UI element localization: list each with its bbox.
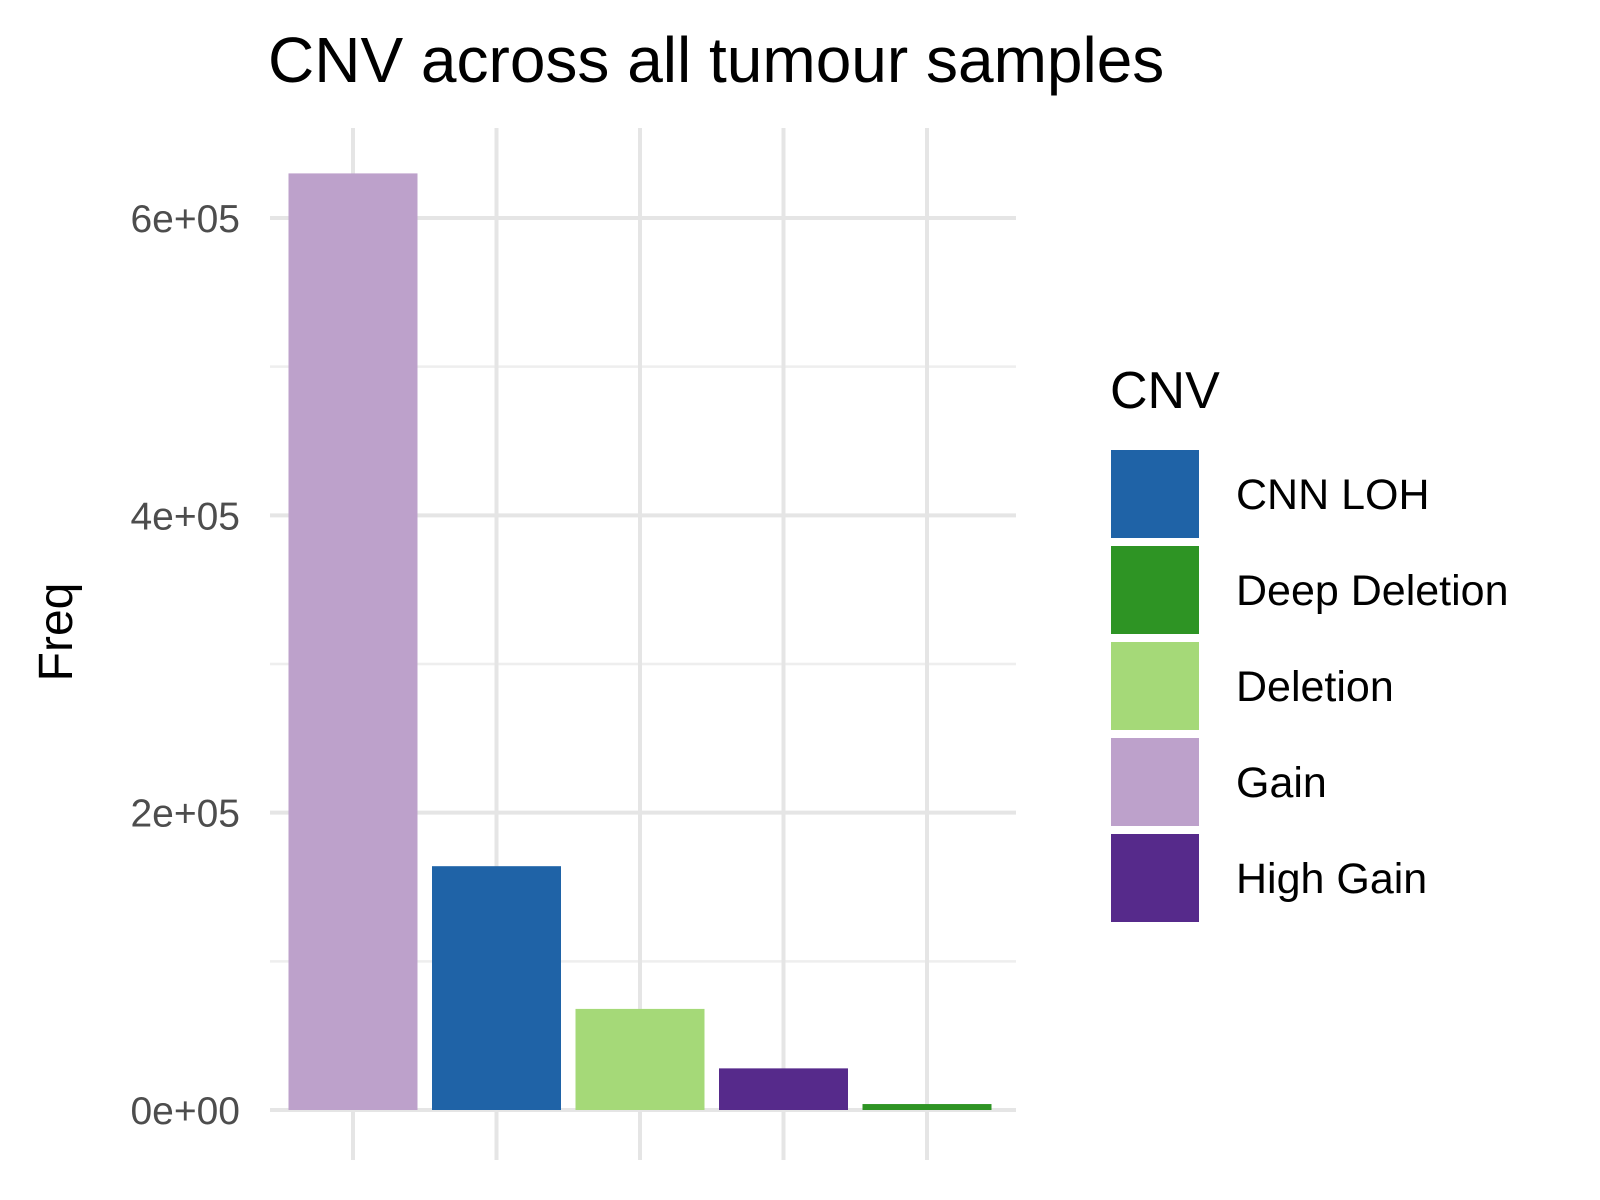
legend-label: CNN LOH <box>1236 471 1430 519</box>
bar-cnn-loh <box>432 866 561 1110</box>
bar-gain <box>288 173 418 1110</box>
bar-high-gain <box>719 1068 848 1110</box>
legend-title: CNV <box>1110 362 1220 420</box>
legend-key <box>1111 450 1199 538</box>
legend-label: Gain <box>1236 759 1327 807</box>
legend-label: Deletion <box>1236 663 1394 711</box>
legend-label: Deep Deletion <box>1236 567 1509 615</box>
bar-deep-deletion <box>862 1104 992 1110</box>
y-axis-ticks: 0e+00 2e+05 4e+05 6e+05 <box>130 198 240 1133</box>
y-axis-label: Freq <box>30 583 83 682</box>
legend-key <box>1111 546 1199 634</box>
bar-deletion <box>575 1008 705 1110</box>
legend-key <box>1111 738 1199 826</box>
y-tick-label: 2e+05 <box>130 793 240 836</box>
y-tick-label: 4e+05 <box>130 495 240 538</box>
legend: CNV CNN LOH Deep Deletion Deletion Gain High… <box>1110 362 1509 922</box>
bars <box>288 173 992 1110</box>
legend-label: High Gain <box>1236 855 1427 903</box>
legend-key <box>1111 642 1199 730</box>
y-tick-label: 6e+05 <box>130 198 240 241</box>
legend-key <box>1111 834 1199 922</box>
chart-title: CNV across all tumour samples <box>268 24 1164 96</box>
y-tick-label: 0e+00 <box>130 1090 240 1133</box>
